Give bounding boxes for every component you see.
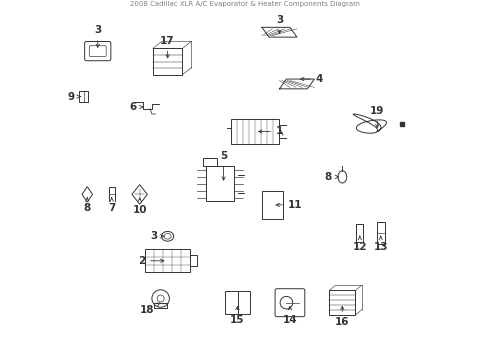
Bar — [154, 303, 166, 308]
Bar — [328, 291, 355, 315]
Bar — [356, 224, 363, 242]
Bar — [144, 249, 190, 272]
Bar — [190, 255, 197, 266]
Text: 8: 8 — [83, 198, 91, 213]
Text: 13: 13 — [373, 236, 387, 252]
Text: 6: 6 — [129, 102, 142, 112]
Text: 18: 18 — [139, 303, 160, 315]
Text: 5: 5 — [220, 151, 227, 180]
Bar — [202, 158, 216, 166]
Text: 10: 10 — [132, 198, 146, 215]
Text: 2: 2 — [138, 256, 163, 266]
Text: 7: 7 — [108, 198, 115, 213]
Text: 9: 9 — [68, 91, 81, 102]
Bar — [230, 119, 279, 144]
Bar — [262, 191, 283, 219]
Text: 14: 14 — [282, 306, 297, 325]
Title: 2008 Cadillac XLR A/C Evaporator & Heater Components Diagram: 2008 Cadillac XLR A/C Evaporator & Heate… — [129, 1, 359, 8]
Text: 16: 16 — [334, 306, 349, 327]
Text: 3: 3 — [94, 25, 101, 48]
Bar — [79, 91, 88, 102]
Text: 1: 1 — [258, 126, 283, 136]
Text: 15: 15 — [230, 306, 244, 325]
Text: 19: 19 — [369, 105, 384, 128]
Text: 4: 4 — [300, 74, 323, 84]
Bar — [376, 222, 384, 244]
Text: 12: 12 — [352, 236, 366, 252]
Text: 3: 3 — [150, 231, 163, 241]
Text: 17: 17 — [160, 36, 175, 58]
Bar — [152, 49, 182, 75]
Text: 8: 8 — [324, 172, 338, 182]
Bar — [205, 166, 234, 201]
Bar — [225, 291, 249, 314]
Text: 11: 11 — [276, 200, 302, 210]
Text: 3: 3 — [275, 15, 283, 33]
